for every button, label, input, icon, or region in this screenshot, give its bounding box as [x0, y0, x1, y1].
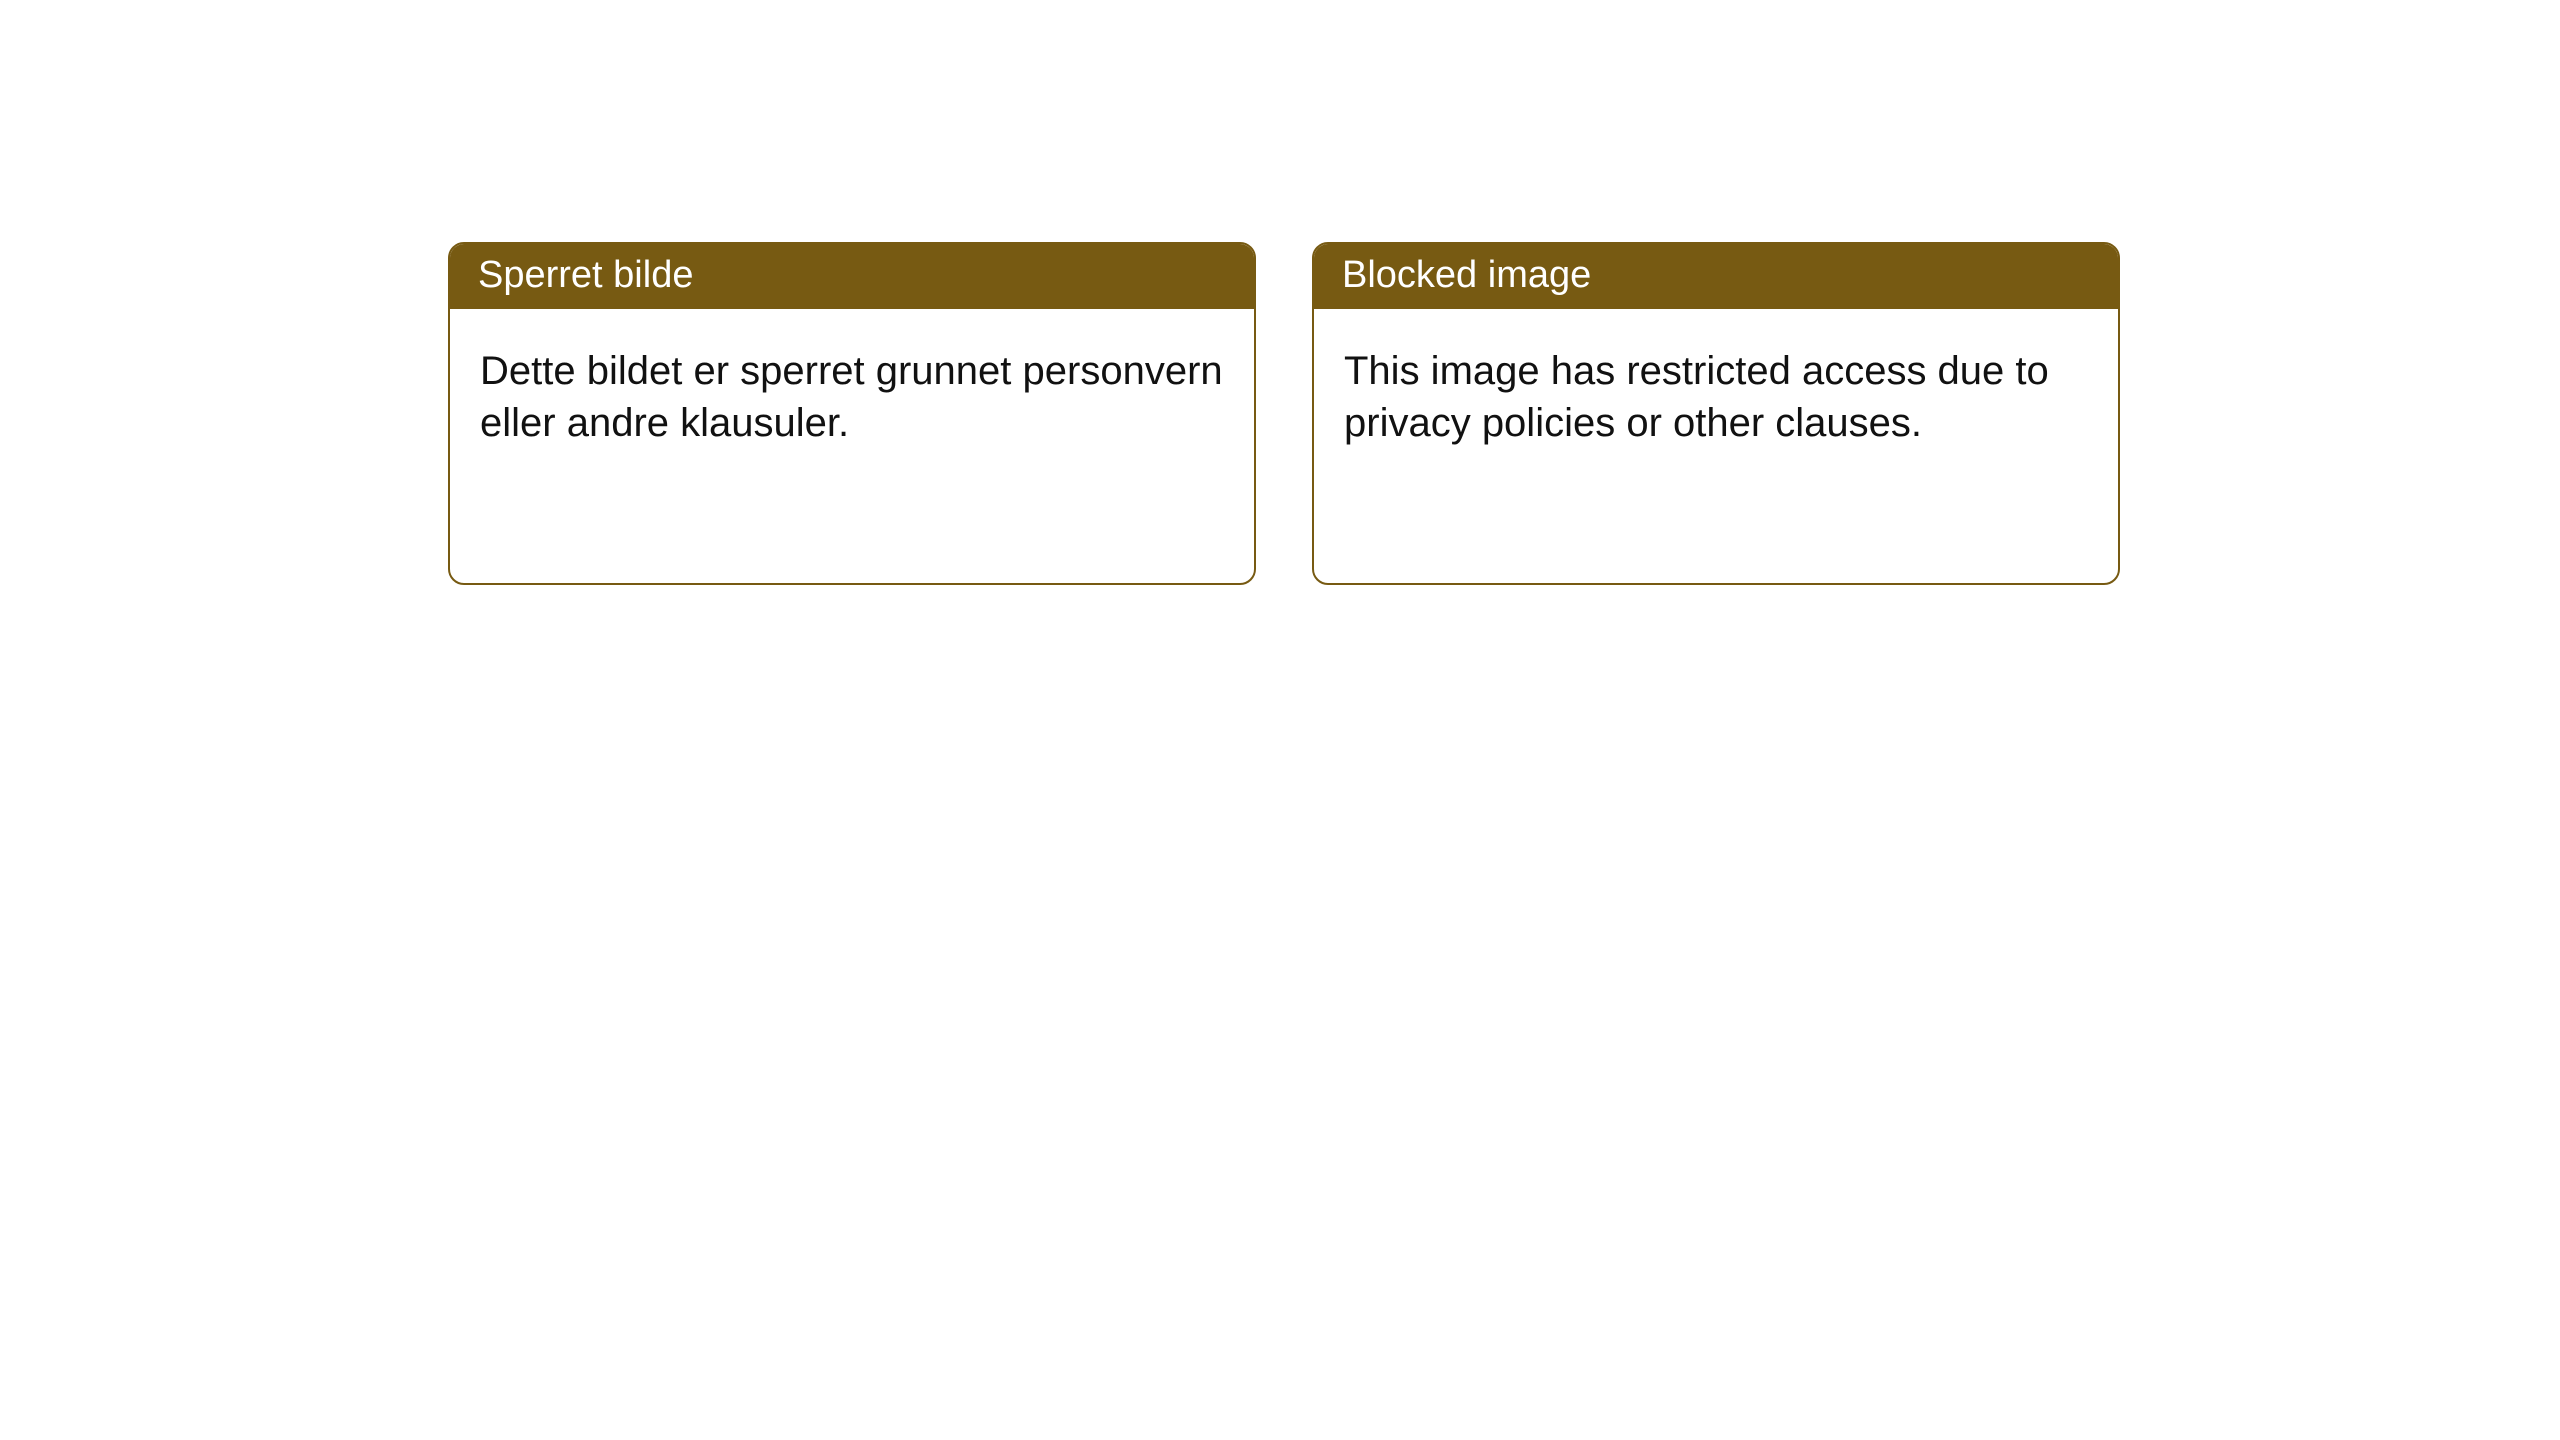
notice-card-title: Blocked image — [1314, 244, 2118, 309]
notice-card-body: Dette bildet er sperret grunnet personve… — [450, 309, 1254, 583]
notice-card-title: Sperret bilde — [450, 244, 1254, 309]
notice-card-nb: Sperret bilde Dette bildet er sperret gr… — [448, 242, 1256, 585]
notice-container: Sperret bilde Dette bildet er sperret gr… — [0, 0, 2560, 585]
notice-card-en: Blocked image This image has restricted … — [1312, 242, 2120, 585]
notice-card-body: This image has restricted access due to … — [1314, 309, 2118, 583]
